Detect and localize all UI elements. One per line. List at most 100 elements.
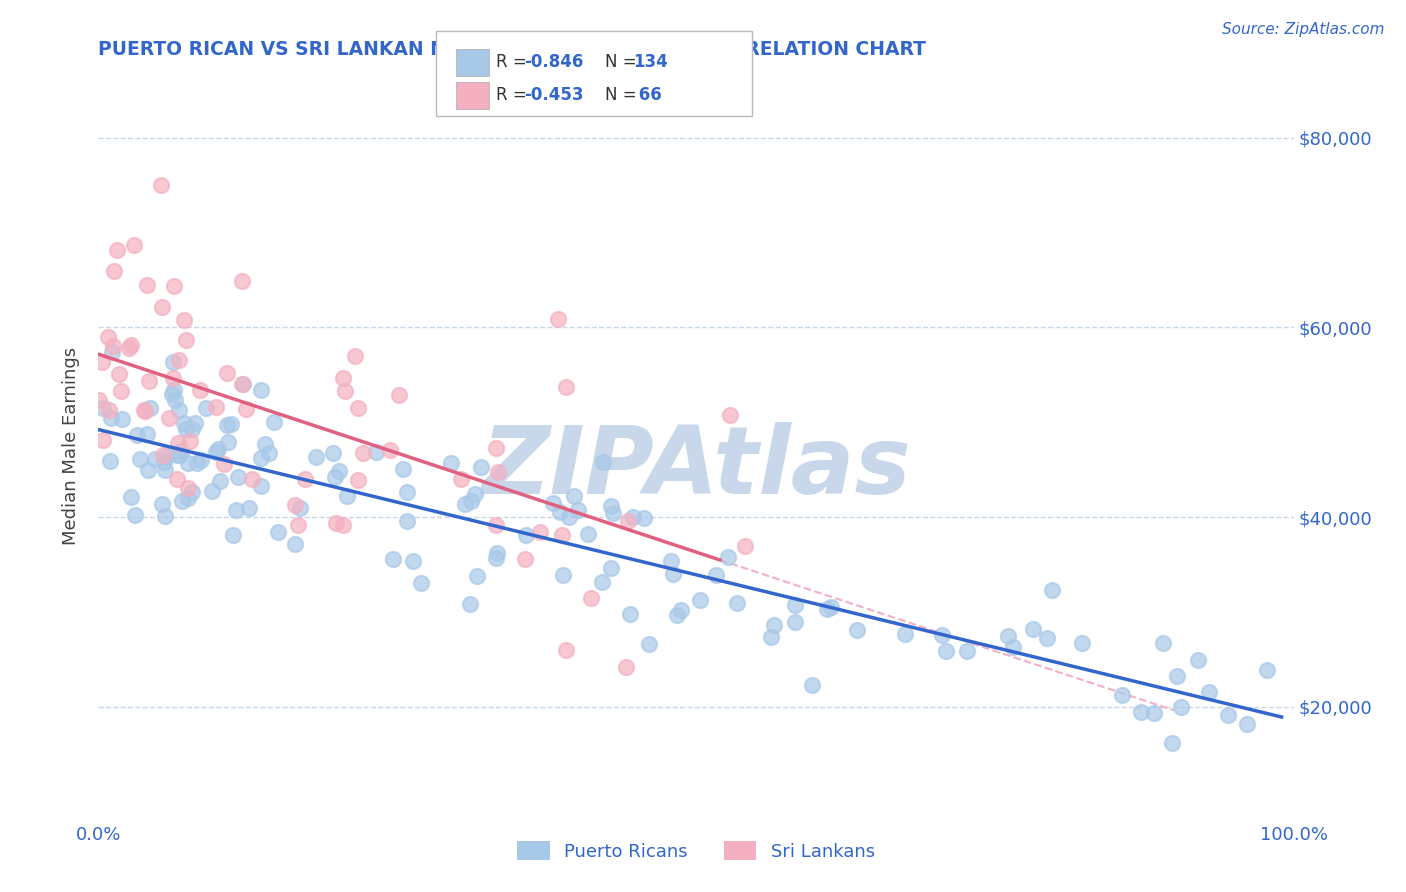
Point (460, 598, 482, 612)
Point (894, 627, 917, 641)
Point (201, 483, 224, 498)
Point (591, 575, 613, 590)
Point (956, 644, 979, 658)
Point (122, 237, 145, 252)
Point (704, 568, 727, 582)
Text: -0.453: -0.453 (524, 87, 583, 104)
Point (177, 456, 200, 470)
Point (110, 384, 132, 398)
Point (162, 370, 184, 384)
Point (231, 377, 253, 392)
Point (734, 539, 756, 553)
Text: R =: R = (496, 54, 533, 71)
Point (93, 434, 115, 448)
Point (305, 450, 328, 465)
Point (619, 607, 641, 621)
Point (209, 474, 232, 488)
Point (217, 435, 239, 450)
Point (212, 458, 235, 472)
Point (464, 487, 486, 501)
Point (564, 489, 586, 503)
Point (132, 402, 155, 417)
Point (181, 421, 204, 435)
Point (190, 453, 212, 467)
Point (567, 503, 589, 517)
Point (1166, 669, 1188, 683)
Point (169, 448, 191, 462)
Point (186, 456, 208, 470)
Point (602, 506, 624, 520)
Point (267, 524, 290, 539)
Point (548, 505, 571, 519)
Point (179, 434, 201, 448)
Point (1040, 583, 1063, 598)
Point (205, 401, 228, 415)
Point (783, 615, 806, 629)
Point (997, 629, 1019, 643)
Text: Source: ZipAtlas.com: Source: ZipAtlas.com (1222, 22, 1385, 37)
Point (671, 603, 693, 617)
Text: PUERTO RICAN VS SRI LANKAN MEDIAN MALE EARNINGS CORRELATION CHART: PUERTO RICAN VS SRI LANKAN MEDIAN MALE E… (98, 39, 927, 59)
Point (174, 333, 197, 347)
Point (931, 628, 953, 642)
Point (599, 500, 621, 514)
Point (485, 441, 508, 455)
Point (378, 443, 401, 458)
Text: N =: N = (605, 87, 641, 104)
Point (250, 479, 273, 493)
Point (97, 330, 120, 344)
Point (617, 514, 640, 528)
Point (166, 448, 188, 462)
Point (89, 392, 111, 407)
Point (388, 388, 411, 402)
Point (592, 455, 614, 469)
Point (553, 568, 575, 582)
Point (547, 312, 569, 326)
Point (332, 371, 354, 385)
Point (820, 600, 842, 615)
Point (173, 416, 195, 430)
Point (485, 550, 508, 565)
Point (815, 602, 838, 616)
Point (177, 481, 200, 495)
Point (222, 527, 245, 541)
Point (450, 472, 472, 486)
Point (91, 354, 114, 368)
Point (364, 445, 387, 459)
Point (637, 637, 659, 651)
Point (689, 593, 711, 607)
Point (195, 401, 218, 416)
Point (156, 450, 179, 464)
Point (392, 461, 415, 475)
Point (759, 631, 782, 645)
Point (294, 471, 316, 485)
Point (150, 178, 173, 192)
Point (143, 451, 166, 466)
Point (725, 596, 748, 610)
Point (344, 349, 367, 363)
Point (235, 402, 257, 417)
Point (402, 554, 425, 568)
Point (1071, 636, 1094, 650)
Point (105, 243, 128, 257)
Point (163, 279, 186, 293)
Point (215, 366, 238, 380)
Point (336, 490, 359, 504)
Text: N =: N = (605, 54, 641, 71)
Point (1143, 706, 1166, 720)
Point (621, 510, 644, 524)
Point (120, 338, 142, 352)
Point (226, 470, 249, 484)
Point (166, 472, 188, 486)
Text: R =: R = (496, 87, 533, 104)
Point (257, 446, 280, 460)
Point (1130, 705, 1153, 719)
Point (120, 490, 142, 504)
Point (551, 528, 574, 542)
Point (785, 598, 807, 612)
Point (284, 537, 307, 551)
Point (98, 454, 121, 468)
Point (323, 470, 346, 484)
Point (659, 554, 682, 568)
Point (207, 442, 229, 456)
